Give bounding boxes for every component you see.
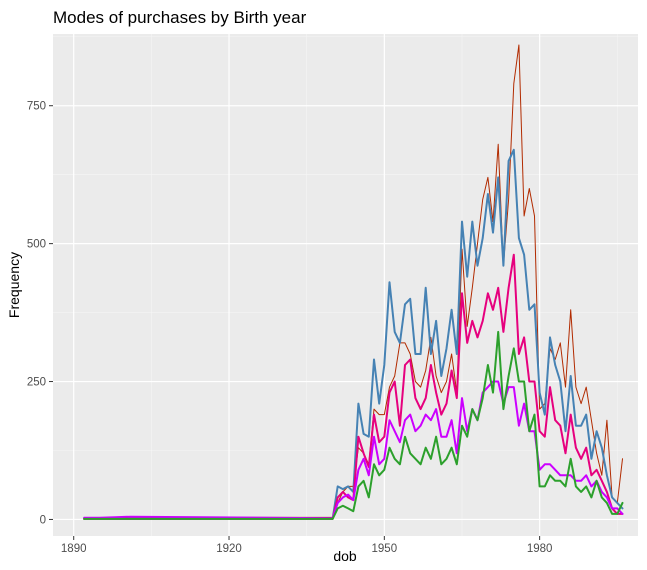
series-line-3: [83, 253, 624, 520]
series-line-5: [83, 330, 624, 520]
series-lines: [83, 44, 624, 520]
x-tick-label: 1950: [372, 543, 398, 555]
x-tick-label: 1920: [216, 543, 242, 555]
chart-title: Modes of purchases by Birth year: [53, 8, 307, 27]
y-axis-title: Frequency: [6, 252, 22, 318]
grid-lines: [53, 34, 638, 536]
axis-ticks: 1890 1920 1950 1980 0 250 500 750: [27, 101, 553, 555]
y-tick-label: 750: [27, 101, 46, 113]
series-line-2: [83, 148, 624, 520]
x-tick-label: 1890: [61, 543, 87, 555]
y-tick-label: 250: [27, 377, 46, 389]
y-tick-label: 500: [27, 239, 46, 251]
x-axis-title: dob: [333, 548, 357, 564]
x-tick-label: 1980: [527, 543, 553, 555]
y-tick-label: 0: [40, 514, 46, 526]
plot-panel: [53, 34, 638, 536]
